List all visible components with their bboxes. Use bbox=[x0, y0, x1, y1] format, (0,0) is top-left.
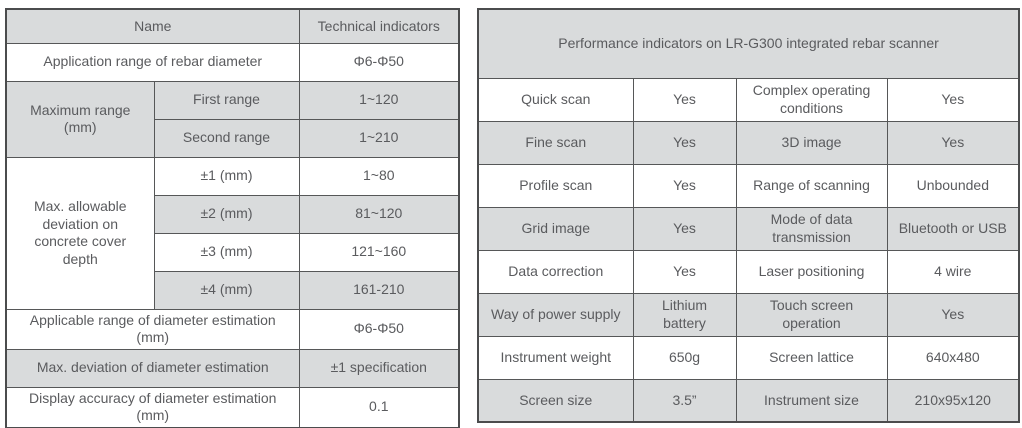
value-data-correction: Yes bbox=[632, 249, 737, 294]
sub-label-first-range: First range bbox=[153, 80, 300, 120]
value-deviation-1: 1~80 bbox=[298, 156, 460, 196]
row-label-application-range: Application range of rebar diameter bbox=[5, 42, 300, 82]
sub-label-deviation-3: ±3 (mm) bbox=[153, 232, 300, 272]
column-header-name: Name bbox=[5, 8, 300, 44]
sub-label-deviation-4: ±4 (mm) bbox=[153, 270, 300, 310]
sub-label-deviation-1: ±1 (mm) bbox=[153, 156, 300, 196]
performance-indicators-table: Performance indicators on LR-G300 integr… bbox=[477, 8, 1021, 423]
value-data-transmission-mode: Bluetooth or USB bbox=[886, 206, 1020, 251]
value-deviation-3: 121~160 bbox=[298, 232, 460, 272]
value-fine-scan: Yes bbox=[632, 120, 737, 165]
value-range-of-scanning: Unbounded bbox=[886, 163, 1020, 208]
column-header-technical-indicators: Technical indicators bbox=[298, 8, 460, 44]
label-data-transmission-mode: Mode of data transmission bbox=[735, 206, 888, 251]
table-title: Performance indicators on LR-G300 integr… bbox=[477, 8, 1020, 79]
row-label-max-deviation-estimation: Max. deviation of diameter estimation bbox=[5, 348, 300, 388]
label-fine-scan: Fine scan bbox=[477, 120, 634, 165]
label-instrument-weight: Instrument weight bbox=[477, 335, 634, 380]
label-screen-lattice: Screen lattice bbox=[735, 335, 888, 380]
label-quick-scan: Quick scan bbox=[477, 77, 634, 122]
value-complex-operating-conditions: Yes bbox=[886, 77, 1020, 122]
value-display-accuracy: 0.1 bbox=[298, 386, 460, 428]
value-instrument-weight: 650g bbox=[632, 335, 737, 380]
sub-label-second-range: Second range bbox=[153, 118, 300, 158]
value-instrument-size: 210x95x120 bbox=[886, 378, 1020, 423]
label-instrument-size: Instrument size bbox=[735, 378, 888, 423]
value-first-range: 1~120 bbox=[298, 80, 460, 120]
label-data-correction: Data correction bbox=[477, 249, 634, 294]
value-profile-scan: Yes bbox=[632, 163, 737, 208]
label-grid-image: Grid image bbox=[477, 206, 634, 251]
label-screen-size: Screen size bbox=[477, 378, 634, 423]
value-deviation-4: 161-210 bbox=[298, 270, 460, 310]
value-3d-image: Yes bbox=[886, 120, 1020, 165]
value-screen-size: 3.5” bbox=[632, 378, 737, 423]
value-applicable-range-estimation: Φ6-Φ50 bbox=[298, 308, 460, 350]
label-3d-image: 3D image bbox=[735, 120, 888, 165]
label-range-of-scanning: Range of scanning bbox=[735, 163, 888, 208]
label-profile-scan: Profile scan bbox=[477, 163, 634, 208]
value-grid-image: Yes bbox=[632, 206, 737, 251]
value-application-range: Φ6-Φ50 bbox=[298, 42, 460, 82]
row-label-applicable-range-estimation: Applicable range of diameter estimation … bbox=[5, 308, 300, 350]
sub-label-deviation-2: ±2 (mm) bbox=[153, 194, 300, 234]
technical-indicators-table: Name Technical indicators Application ra… bbox=[5, 8, 461, 428]
value-quick-scan: Yes bbox=[632, 77, 737, 122]
group-label-max-allowable-deviation: Max. allowable deviation on concrete cov… bbox=[5, 156, 155, 310]
value-touch-screen-operation: Yes bbox=[886, 292, 1020, 337]
label-complex-operating-conditions: Complex operating conditions bbox=[735, 77, 888, 122]
value-deviation-2: 81~120 bbox=[298, 194, 460, 234]
group-label-maximum-range: Maximum range (mm) bbox=[5, 80, 155, 158]
label-laser-positioning: Laser positioning bbox=[735, 249, 888, 294]
value-power-supply: Lithium battery bbox=[632, 292, 737, 337]
value-second-range: 1~210 bbox=[298, 118, 460, 158]
label-power-supply: Way of power supply bbox=[477, 292, 634, 337]
value-screen-lattice: 640x480 bbox=[886, 335, 1020, 380]
row-label-display-accuracy: Display accuracy of diameter estimation … bbox=[5, 386, 300, 428]
label-touch-screen-operation: Touch screen operation bbox=[735, 292, 888, 337]
value-laser-positioning: 4 wire bbox=[886, 249, 1020, 294]
value-max-deviation-estimation: ±1 specification bbox=[298, 348, 460, 388]
